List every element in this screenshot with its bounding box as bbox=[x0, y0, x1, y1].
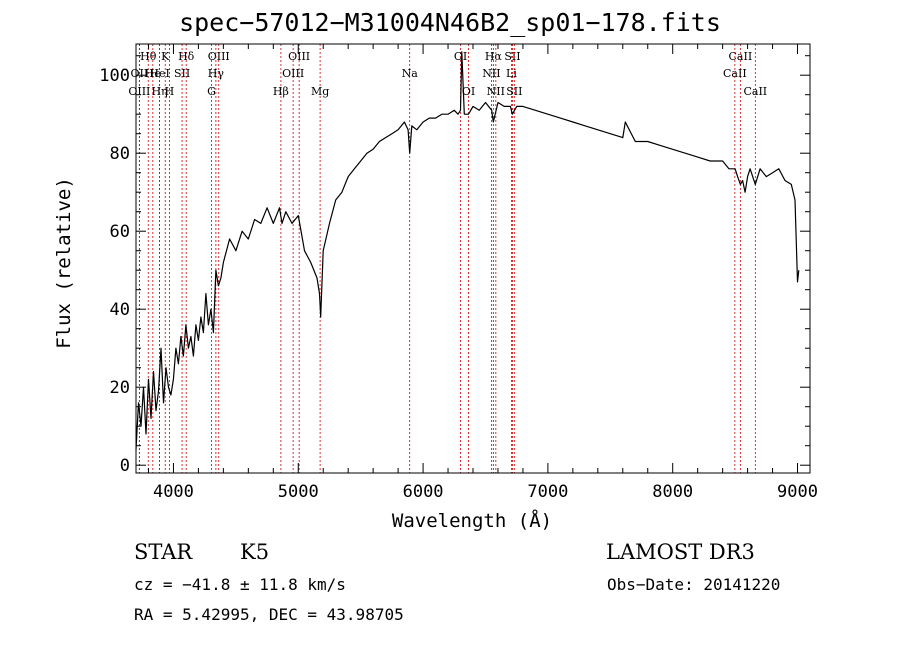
redshift-cz: cz = −41.8 ± 11.8 km/s bbox=[134, 575, 346, 594]
line-marker-label: CaII bbox=[743, 85, 767, 98]
line-marker-label: He bbox=[145, 67, 161, 80]
line-marker-label: Li bbox=[506, 67, 517, 80]
obs-date: Obs−Date: 20141220 bbox=[607, 575, 781, 594]
survey-label: LAMOST DR3 bbox=[606, 540, 755, 564]
y-tick-label: 20 bbox=[110, 378, 130, 398]
line-marker-label: OIII bbox=[208, 50, 230, 63]
coordinates: RA = 5.42995, DEC = 43.98705 bbox=[134, 605, 404, 624]
object-class: STAR bbox=[134, 540, 193, 564]
line-marker-label: K bbox=[161, 50, 170, 63]
line-marker-label: OIII bbox=[288, 50, 310, 63]
x-axis-label: Wavelength (Å) bbox=[391, 510, 553, 532]
line-marker-label: NII bbox=[482, 67, 500, 80]
y-tick-label: 60 bbox=[110, 222, 130, 242]
line-marker-label: SII bbox=[174, 67, 190, 80]
line-marker-label: Mg bbox=[311, 85, 329, 98]
y-tick-label: 40 bbox=[110, 300, 130, 320]
line-marker-label: Hδ bbox=[178, 50, 195, 63]
plot-frame bbox=[135, 43, 811, 474]
line-marker-label: OIII bbox=[128, 85, 150, 98]
line-marker-label: SII bbox=[504, 50, 520, 63]
line-marker-label: OI bbox=[454, 50, 467, 63]
x-tick-label: 9000 bbox=[777, 482, 818, 502]
y-tick-label: 80 bbox=[110, 144, 130, 164]
line-marker-label: OIII bbox=[282, 67, 304, 80]
line-marker-label: Hβ bbox=[273, 85, 289, 98]
spectrum-line bbox=[135, 51, 800, 450]
x-tick-label: 8000 bbox=[652, 482, 693, 502]
line-marker-label: NII bbox=[487, 85, 505, 98]
line-marker-label: H bbox=[165, 85, 175, 98]
line-marker-label: OI bbox=[462, 85, 475, 98]
line-marker-label: CaII bbox=[723, 67, 747, 80]
line-marker-label: CaII bbox=[729, 50, 753, 63]
line-marker-label: G bbox=[207, 85, 216, 98]
line-marker-label: HeI bbox=[149, 67, 169, 80]
line-marker-label: Hα bbox=[485, 50, 503, 63]
line-marker-label: Hθ bbox=[140, 50, 157, 63]
x-tick-label: 7000 bbox=[527, 482, 568, 502]
spectral-subclass: K5 bbox=[240, 540, 270, 564]
line-marker-label: SII bbox=[506, 85, 522, 98]
y-tick-label: 100 bbox=[99, 66, 130, 86]
y-tick-label: 0 bbox=[120, 456, 130, 476]
x-tick-label: 4000 bbox=[153, 482, 194, 502]
x-tick-label: 6000 bbox=[403, 482, 444, 502]
chart-title: spec−57012−M31004N46B2_sp01−178.fits bbox=[179, 8, 721, 37]
x-tick-label: 5000 bbox=[278, 482, 319, 502]
line-marker-label: Na bbox=[402, 67, 419, 80]
line-marker-label: Hη bbox=[151, 85, 167, 98]
line-marker-label: Hγ bbox=[208, 67, 225, 80]
y-axis-label: Flux (relative) bbox=[53, 177, 75, 349]
